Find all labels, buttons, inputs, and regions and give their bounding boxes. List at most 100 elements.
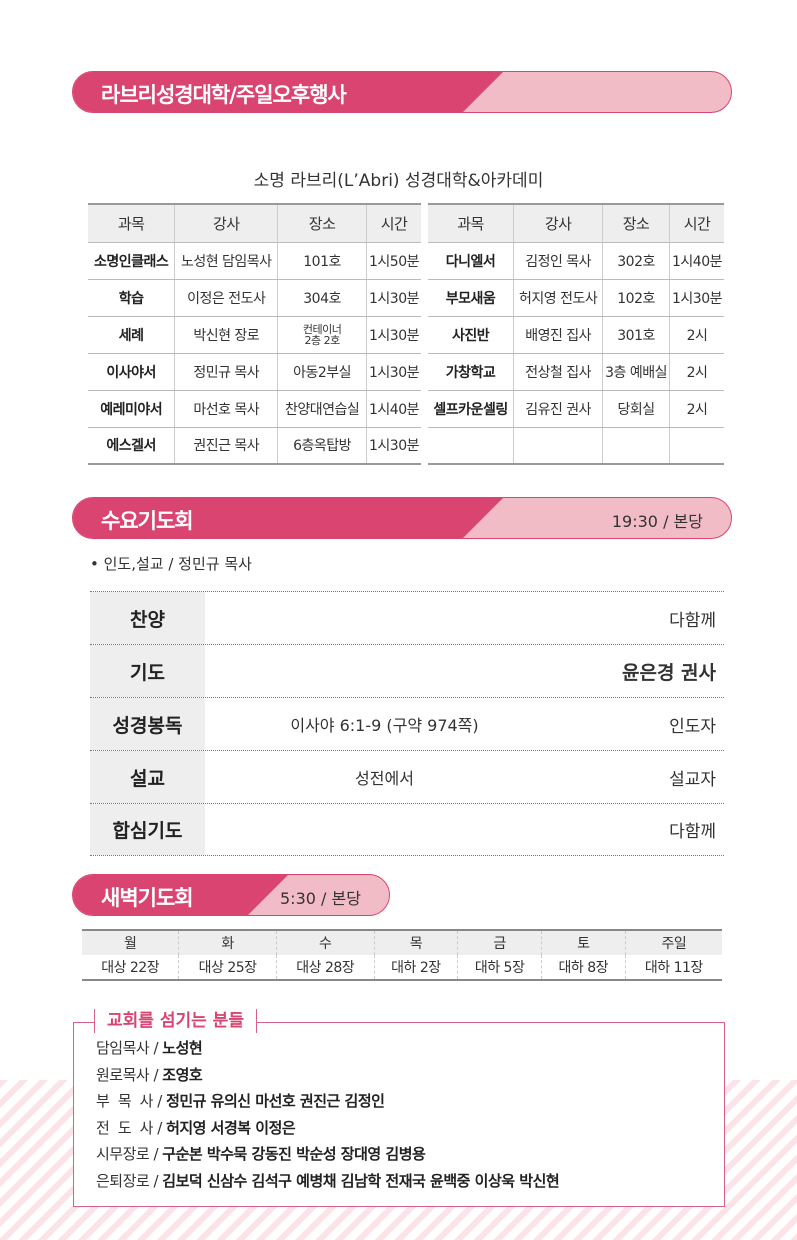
staff-role: 시무장로 / xyxy=(96,1145,163,1163)
day-cell: 금 xyxy=(457,930,542,955)
worship-label: 찬양 xyxy=(90,592,205,644)
staff-role: 담임목사 / xyxy=(96,1039,163,1057)
table-cell: 304호 xyxy=(277,279,367,317)
staff-title: 교회를 섬기는 분들 xyxy=(94,1009,257,1033)
table-row: 다니엘서 김정인 목사 302호 1시40분 xyxy=(428,242,724,280)
table-cell: 세례 xyxy=(88,316,176,354)
day-cell: 월 xyxy=(82,930,180,955)
worship-leader: 설교자 xyxy=(669,769,716,790)
worship-leader: 다함께 xyxy=(669,610,716,631)
table-cell: 셀프카운셀링 xyxy=(428,390,515,428)
column-header: 시간 xyxy=(366,204,421,243)
worship-label: 성경봉독 xyxy=(90,698,205,750)
table-cell: 1시50분 xyxy=(366,242,421,280)
worship-label: 기도 xyxy=(90,645,205,697)
table-cell: 정민규 목사 xyxy=(174,353,279,391)
table-row xyxy=(428,427,724,465)
table-cell: 2시 xyxy=(669,353,724,391)
table-cell: 이사야서 xyxy=(88,353,176,391)
table-cell: 302호 xyxy=(602,242,670,280)
staff-names: 김보덕 신삼수 김석구 예병채 김남학 전재국 윤백중 이상욱 박신현 xyxy=(162,1171,560,1190)
table-cell: 예레미야서 xyxy=(88,390,176,428)
reading-cell: 대하 8장 xyxy=(541,955,626,980)
subtitle: 소명 라브리(L’Abri) 성경대학&아카데미 xyxy=(253,171,544,191)
column-header: 과목 xyxy=(88,204,176,243)
worship-label: 설교 xyxy=(90,751,205,803)
worship-leader: 다함께 xyxy=(669,822,716,842)
staff-role: 원로목사 / xyxy=(96,1065,163,1084)
table-cell: 배영진 집사 xyxy=(513,316,604,354)
worship-row: 성경봉독 이사야 6:1-9 (구약 974쪽) 인도자 xyxy=(90,697,724,750)
column-header: 과목 xyxy=(428,204,515,243)
table-cell: 박신현 장로 xyxy=(174,316,279,354)
table-cell: 아동2부실 xyxy=(277,353,367,391)
worship-row: 합심기도 다함께 xyxy=(90,803,724,856)
section-header-labri: 라브리성경대학/주일오후행사 xyxy=(72,71,732,113)
table-cell: 102호 xyxy=(602,279,670,317)
table-cell: 1시30분 xyxy=(669,279,724,317)
table-row: 부모새움 허지영 전도사 102호 1시30분 xyxy=(428,279,724,317)
dawn-reading-table: 월 화 수 목 금 토 주일 대상 22장 대상 25장 대상 28장 대하 2장 대하 5장 대하 8… xyxy=(82,929,722,981)
column-header: 시간 xyxy=(669,204,724,243)
staff-names: 허지영 서경복 이정은 xyxy=(166,1118,296,1137)
section-title: 수요기도회 xyxy=(101,509,194,533)
table-cell: 가창학교 xyxy=(428,353,515,391)
staff-line: 원로목사 / 조영호 xyxy=(96,1064,203,1085)
table-cell: 학습 xyxy=(88,279,176,317)
table-row: 셀프카운셀링 김유진 권사 당회실 2시 xyxy=(428,390,724,428)
worship-row: 찬양 다함께 xyxy=(90,591,724,644)
section-time: 5:30 / 본당 xyxy=(280,889,361,908)
table-cell xyxy=(513,427,604,465)
column-header: 장소 xyxy=(277,204,367,243)
worship-leader: 윤은경 권사 xyxy=(621,661,716,684)
day-cell: 주일 xyxy=(625,930,722,955)
table-row: 대상 22장 대상 25장 대상 28장 대하 2장 대하 5장 대하 8장 대하 11장 xyxy=(82,955,722,980)
staff-names: 조영호 xyxy=(162,1065,203,1084)
table-cell: 1시30분 xyxy=(366,427,421,465)
leader-note: • 인도,설교 / 정민규 목사 xyxy=(90,555,252,573)
table-cell: 김정인 목사 xyxy=(513,242,604,280)
staff-role: 전 도 사 / xyxy=(96,1118,167,1137)
table-cell: 마선호 목사 xyxy=(174,390,279,428)
section-header-wednesday: 수요기도회 19:30 / 본당 xyxy=(72,497,732,539)
day-cell: 수 xyxy=(276,930,375,955)
table-cell: 부모새움 xyxy=(428,279,515,317)
table-row: 월 화 수 목 금 토 주일 xyxy=(82,930,722,955)
worship-row: 기도 윤은경 권사 xyxy=(90,644,724,697)
table-cell: 당회실 xyxy=(602,390,670,428)
reading-cell: 대상 25장 xyxy=(178,955,277,980)
table-cell: 노성현 담임목사 xyxy=(174,242,279,280)
staff-box: 교회를 섬기는 분들 담임목사 / 노성현 원로목사 / 조영호 부 목 사 / 정… xyxy=(73,1009,725,1207)
reading-cell: 대상 28장 xyxy=(276,955,375,980)
table-cell: 1시30분 xyxy=(366,279,421,317)
staff-names: 정민규 유의신 마선호 권진근 김정인 xyxy=(166,1092,385,1110)
table-row: 에스겔서 권진근 목사 6층옥탑방 1시30분 xyxy=(88,427,421,465)
worship-detail: 이사야 6:1-9 (구약 974쪽) xyxy=(290,716,479,735)
table-cell: 1시40분 xyxy=(669,242,724,280)
column-header: 강사 xyxy=(513,204,604,243)
reading-cell: 대하 2장 xyxy=(374,955,459,980)
staff-names: 구순본 박수묵 강동진 박순성 장대영 김병용 xyxy=(162,1145,426,1163)
table-cell: 다니엘서 xyxy=(428,242,515,280)
worship-label: 합심기도 xyxy=(90,804,205,855)
table-cell: 301호 xyxy=(602,316,670,354)
staff-names: 노성현 xyxy=(162,1039,203,1057)
staff-role: 은퇴장로 / xyxy=(96,1171,163,1190)
reading-cell: 대상 22장 xyxy=(82,955,180,980)
table-cell: 권진근 목사 xyxy=(174,427,279,465)
table-cell: 2시 xyxy=(669,390,724,428)
table-cell: 6층옥탑방 xyxy=(277,427,367,465)
table-cell: 전상철 집사 xyxy=(513,353,604,391)
table-cell: 허지영 전도사 xyxy=(513,279,604,317)
staff-line: 은퇴장로 / 김보덕 신삼수 김석구 예병채 김남학 전재국 윤백중 이상욱 박… xyxy=(96,1170,560,1191)
table-cell: 2시 xyxy=(669,316,724,354)
day-cell: 토 xyxy=(541,930,626,955)
column-header: 장소 xyxy=(602,204,670,243)
table-row: 사진반 배영진 집사 301호 2시 xyxy=(428,316,724,354)
table-row: 예레미야서 마선호 목사 찬양대연습실 1시40분 xyxy=(88,390,421,428)
worship-leader: 인도자 xyxy=(669,716,716,737)
table-cell: 에스겔서 xyxy=(88,427,176,465)
section-title: 라브리성경대학/주일오후행사 xyxy=(101,83,347,107)
table-row: 가창학교 전상철 집사 3층 예배실 2시 xyxy=(428,353,724,391)
table-cell: 101호 xyxy=(277,242,367,280)
